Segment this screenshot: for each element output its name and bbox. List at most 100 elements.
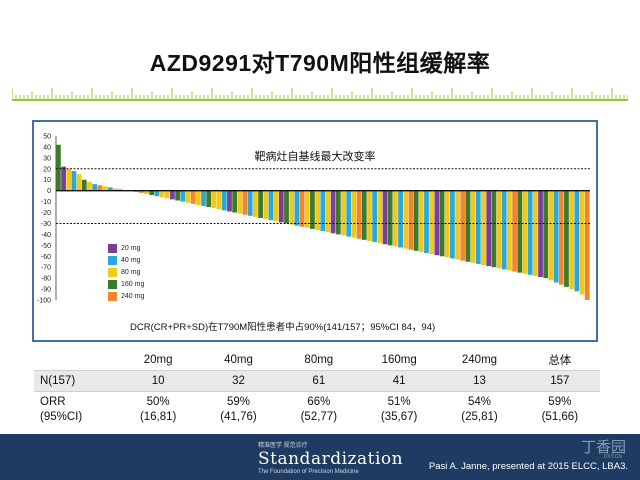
dxy-watermark: 丁香园 — [580, 439, 626, 456]
y-tick-label: -10 — [41, 199, 51, 206]
table-cell: 61 — [278, 370, 359, 392]
table-header-cell: 总体 — [548, 355, 572, 367]
waterfall-bar — [507, 190, 512, 271]
orr-pct: 66% — [307, 396, 331, 408]
waterfall-bar — [543, 190, 549, 279]
waterfall-bar — [382, 190, 388, 245]
waterfall-bar — [538, 190, 543, 278]
waterfall-bar — [356, 190, 362, 239]
ci-label: (95%CI) — [40, 411, 83, 423]
waterfall-bar — [61, 166, 66, 191]
table-cell: 66% (52,77) — [279, 392, 359, 429]
waterfall-bar — [367, 190, 372, 241]
y-tick-label: -50 — [41, 243, 51, 250]
waterfall-bar — [548, 190, 554, 281]
waterfall-bar — [284, 190, 289, 224]
waterfall-bar — [387, 190, 393, 246]
legend-item: 160 mg — [108, 278, 144, 290]
waterfall-bar — [253, 190, 258, 217]
waterfall-bar — [175, 190, 181, 201]
waterfall-bar — [564, 190, 569, 287]
waterfall-bar — [517, 190, 523, 273]
waterfall-bar — [491, 190, 497, 268]
waterfall-bar — [247, 190, 253, 216]
waterfall-bar — [455, 190, 460, 260]
legend-label: 40 mg — [121, 256, 141, 264]
waterfall-bar — [444, 190, 450, 258]
orr-ci: (35,67) — [380, 411, 418, 423]
table-cell: 13 — [439, 370, 520, 392]
orr-pct: 59% — [548, 396, 572, 408]
waterfall-bar — [159, 190, 165, 198]
waterfall-bar — [398, 190, 403, 248]
waterfall-bar — [263, 190, 269, 220]
waterfall-bar — [584, 190, 590, 300]
waterfall-bar — [185, 190, 191, 203]
waterfall-bar — [76, 174, 82, 191]
waterfall-bar — [289, 190, 295, 225]
legend-swatch — [108, 267, 117, 277]
legend-swatch — [108, 291, 117, 301]
waterfall-bar — [299, 190, 305, 227]
waterfall-bar — [232, 190, 238, 213]
waterfall-bar — [527, 190, 533, 275]
table-header-row: 20mg 40mg 80mg 160mg 240mg 总体 — [34, 350, 600, 371]
y-tick-label: -40 — [41, 232, 51, 239]
y-tick-label: -60 — [41, 254, 51, 261]
orr-ci: (41,76) — [220, 411, 257, 423]
waterfall-bar — [501, 190, 507, 270]
waterfall-bar — [268, 190, 274, 221]
y-tick-label: 30 — [43, 155, 51, 162]
waterfall-bar — [216, 190, 222, 210]
standardization-logo: 精准医学 规范诊疗 Standardization The Foundation… — [258, 440, 403, 475]
y-tick-label: 50 — [43, 134, 51, 141]
table-cell: 10 — [118, 370, 199, 392]
waterfall-bar — [522, 190, 528, 274]
waterfall-bar — [470, 190, 476, 263]
orr-pct: 50% — [146, 396, 170, 408]
waterfall-bar — [377, 190, 383, 244]
waterfall-bar — [138, 190, 144, 193]
legend-item: 240 mg — [108, 290, 144, 302]
waterfall-bar — [429, 190, 435, 255]
waterfall-bar — [330, 190, 336, 234]
waterfall-bar — [258, 190, 263, 218]
waterfall-bar — [496, 190, 502, 269]
waterfall-bar — [569, 190, 575, 290]
waterfall-bar — [486, 190, 492, 267]
waterfall-bar — [346, 190, 352, 237]
waterfall-bar — [92, 184, 98, 191]
logo-subtitle: The Foundation of Precision Medicine — [258, 469, 359, 475]
waterfall-bar — [304, 190, 310, 228]
waterfall-bar — [273, 190, 279, 222]
table-cell: 59% (51,66) — [520, 392, 600, 429]
waterfall-bar — [154, 190, 160, 197]
y-tick-label: 0 — [47, 188, 51, 195]
y-tick-label: -100 — [37, 298, 51, 305]
waterfall-bar — [71, 170, 77, 191]
waterfall-bar — [392, 190, 398, 247]
waterfall-bar — [149, 190, 155, 196]
dcr-note: DCR(CR+PR+SD)在T790M阳性患者中占90%(141/157；95%… — [130, 322, 436, 333]
y-tick-label: -70 — [41, 265, 51, 272]
waterfall-bar — [460, 190, 466, 261]
table-header-cell: 20mg — [143, 354, 173, 366]
waterfall-bar — [450, 190, 455, 259]
table-row-orr: ORR (95%CI) 50% (16,81) 59% (41,76) 66% (52,… — [34, 392, 600, 429]
legend-swatch — [108, 243, 117, 253]
y-tick-label: -90 — [41, 287, 51, 294]
orr-pct: 59% — [226, 396, 250, 408]
waterfall-bar — [532, 190, 538, 276]
orr-ci: (25,81) — [461, 411, 498, 423]
waterfall-bar — [481, 190, 486, 266]
waterfall-bar — [294, 190, 300, 226]
waterfall-bar — [361, 190, 367, 240]
legend-swatch — [108, 279, 117, 289]
table-row-n: N(157) 10 32 61 41 13 157 — [34, 370, 600, 392]
dose-legend: 20 mg 40 mg 80 mg 160 mg 240 mg — [108, 242, 144, 302]
waterfall-bar — [206, 190, 212, 208]
table-header-cell — [34, 350, 118, 371]
logo-wordmark: Standardization — [258, 449, 404, 469]
waterfall-bar — [201, 190, 206, 206]
row-label: N(157) — [34, 370, 118, 392]
